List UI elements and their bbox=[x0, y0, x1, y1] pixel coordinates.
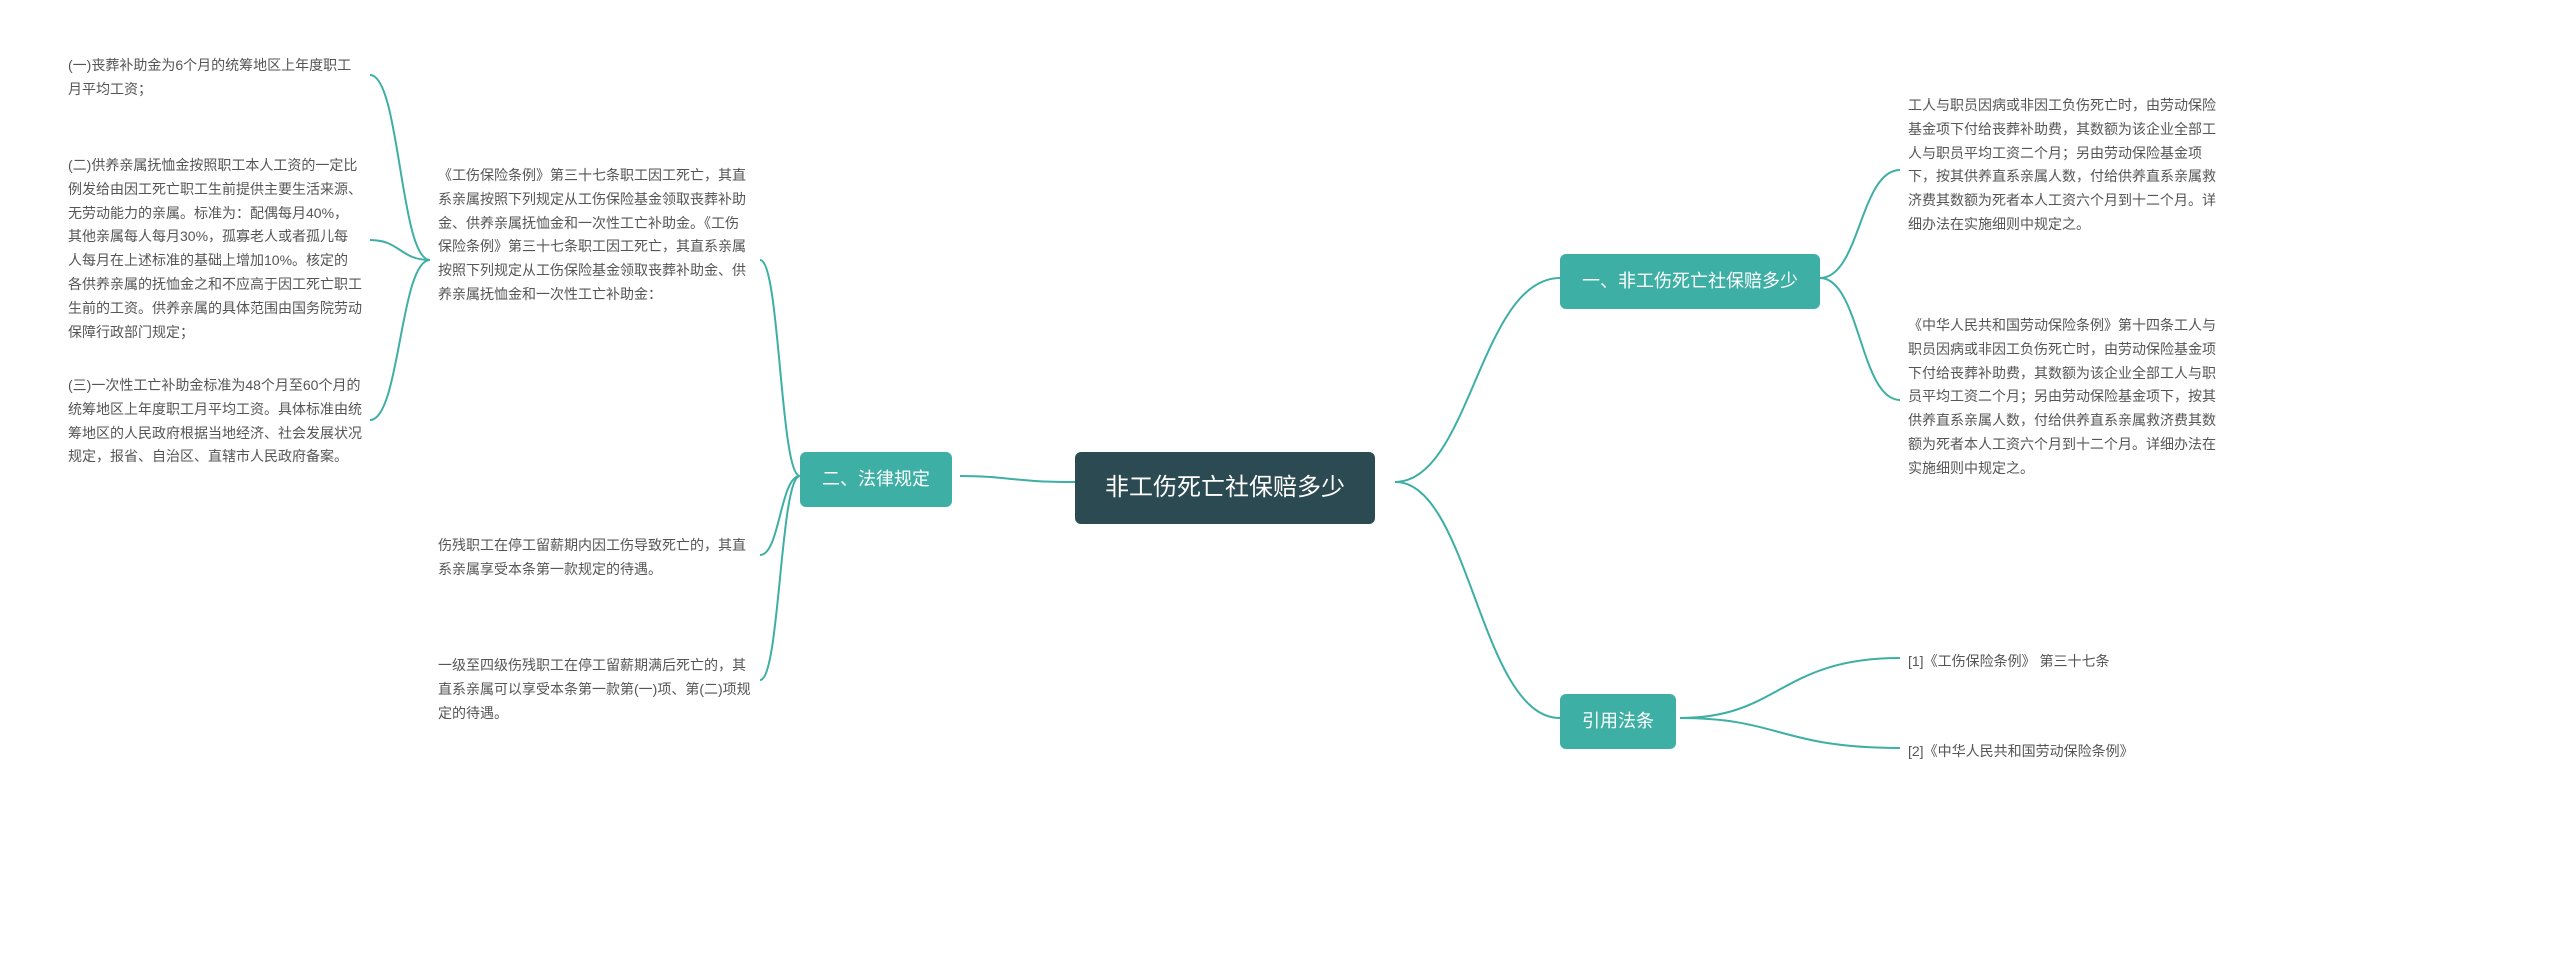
root-label: 非工伤死亡社保赔多少 bbox=[1105, 474, 1345, 501]
leaf-r1-1-text: 工人与职员因病或非因工负伤死亡时，由劳动保险基金项下付给丧葬补助费，其数额为该企… bbox=[1908, 97, 2216, 232]
branch-left-label: 二、法律规定 bbox=[822, 469, 930, 489]
leaf-ll-3: (三)一次性工亡补助金标准为48个月至60个月的统筹地区上年度职工月平均工资。具… bbox=[60, 370, 370, 473]
left-sub-node: 《工伤保险条例》第三十七条职工因工死亡，其直系亲属按照下列规定从工伤保险基金领取… bbox=[430, 160, 760, 311]
leaf-ll-2: (二)供养亲属抚恤金按照职工本人工资的一定比例发给由因工死亡职工生前提供主要生活… bbox=[60, 150, 370, 348]
branch-right-2[interactable]: 引用法条 bbox=[1560, 694, 1676, 749]
branch-right-2-label: 引用法条 bbox=[1582, 711, 1654, 731]
branch-right-1[interactable]: 一、非工伤死亡社保赔多少 bbox=[1560, 254, 1820, 309]
branch-right-1-label: 一、非工伤死亡社保赔多少 bbox=[1582, 271, 1798, 291]
left-sub-text: 《工伤保险条例》第三十七条职工因工死亡，其直系亲属按照下列规定从工伤保险基金领取… bbox=[438, 167, 746, 302]
leaf-left-2-text: 伤残职工在停工留薪期内因工伤导致死亡的，其直系亲属享受本条第一款规定的待遇。 bbox=[438, 537, 746, 577]
leaf-r2-2-text: [2]《中华人民共和国劳动保险条例》 bbox=[1908, 743, 2134, 759]
leaf-r1-1: 工人与职员因病或非因工负伤死亡时，由劳动保险基金项下付给丧葬补助费，其数额为该企… bbox=[1900, 90, 2230, 241]
branch-left[interactable]: 二、法律规定 bbox=[800, 452, 952, 507]
leaf-left-2: 伤残职工在停工留薪期内因工伤导致死亡的，其直系亲属享受本条第一款规定的待遇。 bbox=[430, 530, 760, 586]
leaf-r1-2: 《中华人民共和国劳动保险条例》第十四条工人与职员因病或非因工负伤死亡时，由劳动保… bbox=[1900, 310, 2230, 485]
leaf-r2-1: [1]《工伤保险条例》 第三十七条 bbox=[1900, 646, 2117, 678]
leaf-ll-3-text: (三)一次性工亡补助金标准为48个月至60个月的统筹地区上年度职工月平均工资。具… bbox=[68, 377, 362, 464]
leaf-r2-1-text: [1]《工伤保险条例》 第三十七条 bbox=[1908, 653, 2109, 669]
root-node[interactable]: 非工伤死亡社保赔多少 bbox=[1075, 452, 1375, 524]
leaf-left-3-text: 一级至四级伤残职工在停工留薪期满后死亡的，其直系亲属可以享受本条第一款第(一)项… bbox=[438, 657, 751, 721]
leaf-r1-2-text: 《中华人民共和国劳动保险条例》第十四条工人与职员因病或非因工负伤死亡时，由劳动保… bbox=[1908, 317, 2216, 476]
leaf-r2-2: [2]《中华人民共和国劳动保险条例》 bbox=[1900, 736, 2142, 768]
leaf-ll-2-text: (二)供养亲属抚恤金按照职工本人工资的一定比例发给由因工死亡职工生前提供主要生活… bbox=[68, 157, 362, 340]
leaf-left-3: 一级至四级伤残职工在停工留薪期满后死亡的，其直系亲属可以享受本条第一款第(一)项… bbox=[430, 650, 760, 729]
leaf-ll-1: (一)丧葬补助金为6个月的统筹地区上年度职工月平均工资； bbox=[60, 50, 370, 106]
leaf-ll-1-text: (一)丧葬补助金为6个月的统筹地区上年度职工月平均工资； bbox=[68, 57, 351, 97]
